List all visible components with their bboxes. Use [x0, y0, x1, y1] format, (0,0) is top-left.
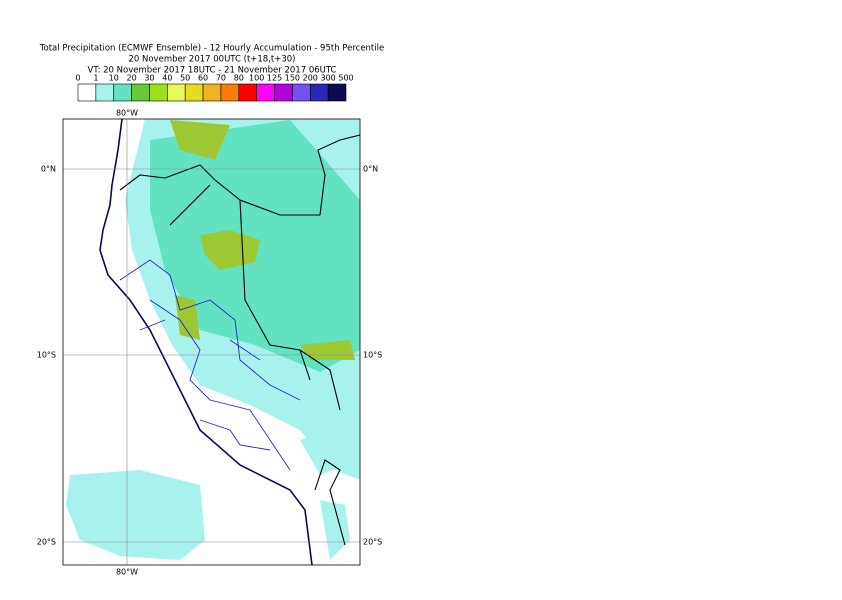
legend-label: 100	[249, 74, 264, 83]
precip-area	[170, 120, 355, 360]
legend-swatch	[77, 83, 97, 102]
precip-area	[66, 470, 205, 560]
legend: 0 1 10 20 30 40 50 60 70 80 100 125 150 200 300 500	[75, 74, 354, 102]
legend-swatch	[327, 83, 347, 102]
valid-time: VT: 20 November 2017 18UTC - 21 November…	[88, 66, 337, 76]
base-time: 20 November 2017 00UTC (t+18,t+30)	[128, 55, 295, 65]
legend-label: 1	[93, 74, 98, 83]
legend-swatch	[149, 83, 168, 102]
legend-swatch	[113, 83, 132, 102]
precip-area	[300, 430, 350, 560]
legend-swatch	[274, 83, 293, 102]
lat-label: 20°S	[37, 538, 56, 547]
legend-swatch	[95, 83, 115, 102]
legend-label: 200	[303, 74, 318, 83]
legend-label: 300	[320, 74, 335, 83]
legend-label: 500	[338, 74, 353, 83]
legend-swatch	[256, 83, 275, 102]
lat-label: 20°S	[363, 538, 382, 547]
map-frame	[62, 118, 361, 566]
legend-swatch	[184, 83, 204, 102]
title: Total Precipitation (ECMWF Ensemble) - 1…	[39, 44, 384, 54]
lon-label: 80°W	[116, 109, 138, 118]
legend-swatch	[167, 83, 186, 102]
legend-label: 10	[109, 74, 119, 83]
regions	[119, 259, 301, 471]
lon-label: 80°W	[116, 568, 138, 577]
map	[63, 119, 360, 565]
legend-swatch	[202, 83, 222, 102]
lat-label: 10°S	[37, 351, 56, 360]
legend-swatch	[131, 83, 150, 102]
legend-label: 150	[285, 74, 300, 83]
legend-label: 40	[162, 74, 172, 83]
legend-label: 60	[198, 74, 208, 83]
legend-label: 125	[267, 74, 282, 83]
legend-label: 50	[180, 74, 190, 83]
coastline	[99, 119, 313, 565]
legend-label: 80	[234, 74, 244, 83]
legend-label: 30	[144, 74, 154, 83]
legend-label: 20	[127, 74, 137, 83]
lat-label: 10°S	[363, 351, 382, 360]
lat-label: 0°N	[363, 165, 378, 174]
borders	[119, 134, 360, 546]
legend-label: 70	[216, 74, 226, 83]
lat-label: 0°N	[41, 165, 56, 174]
legend-swatch	[220, 83, 240, 102]
legend-swatch	[309, 83, 329, 102]
legend-label: 0	[75, 74, 80, 83]
legend-swatch	[292, 83, 311, 102]
legend-swatch	[238, 83, 257, 102]
